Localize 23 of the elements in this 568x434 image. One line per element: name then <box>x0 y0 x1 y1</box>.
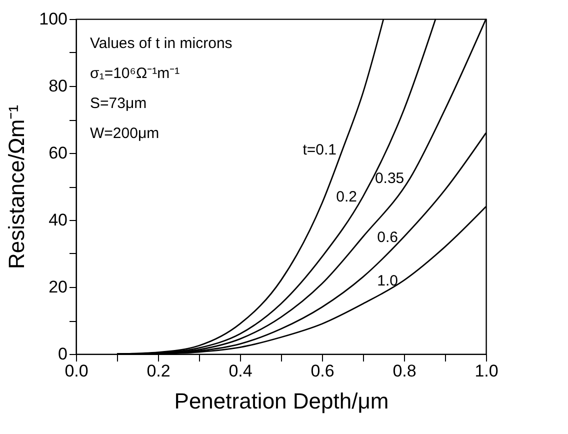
y-tick-label: 0 <box>58 344 68 364</box>
y-tick-label: 40 <box>48 210 68 230</box>
y-tick-label: 60 <box>48 144 68 162</box>
x-tick-label: 0.2 <box>146 362 170 380</box>
x-axis-title: Penetration Depth/μm <box>174 388 389 414</box>
series-label: 0.2 <box>336 188 357 206</box>
x-tick-label: 0.4 <box>228 362 252 380</box>
annotation: σ₁=10⁶Ω⁻¹m⁻¹ <box>90 65 180 82</box>
x-tick-label: 0.6 <box>310 362 334 380</box>
y-tick-label: 20 <box>48 278 68 296</box>
series-label: 0.6 <box>377 228 398 246</box>
y-tick-label: 80 <box>48 76 68 96</box>
series-label: 1.0 <box>377 272 398 290</box>
x-tick-label: 0.0 <box>64 362 88 380</box>
annotation: W=200μm <box>90 125 160 142</box>
series-label: 0.35 <box>374 170 404 188</box>
x-tick-label: 1.0 <box>474 362 498 380</box>
annotation: Values of t in microns <box>90 35 232 52</box>
y-tick-label: 100 <box>39 10 68 28</box>
x-tick-label: 0.8 <box>392 362 416 380</box>
annotation: S=73μm <box>90 95 147 112</box>
series-label: t=0.1 <box>302 142 336 159</box>
y-axis-title: Resistance/Ωm⁻¹ <box>4 104 30 270</box>
